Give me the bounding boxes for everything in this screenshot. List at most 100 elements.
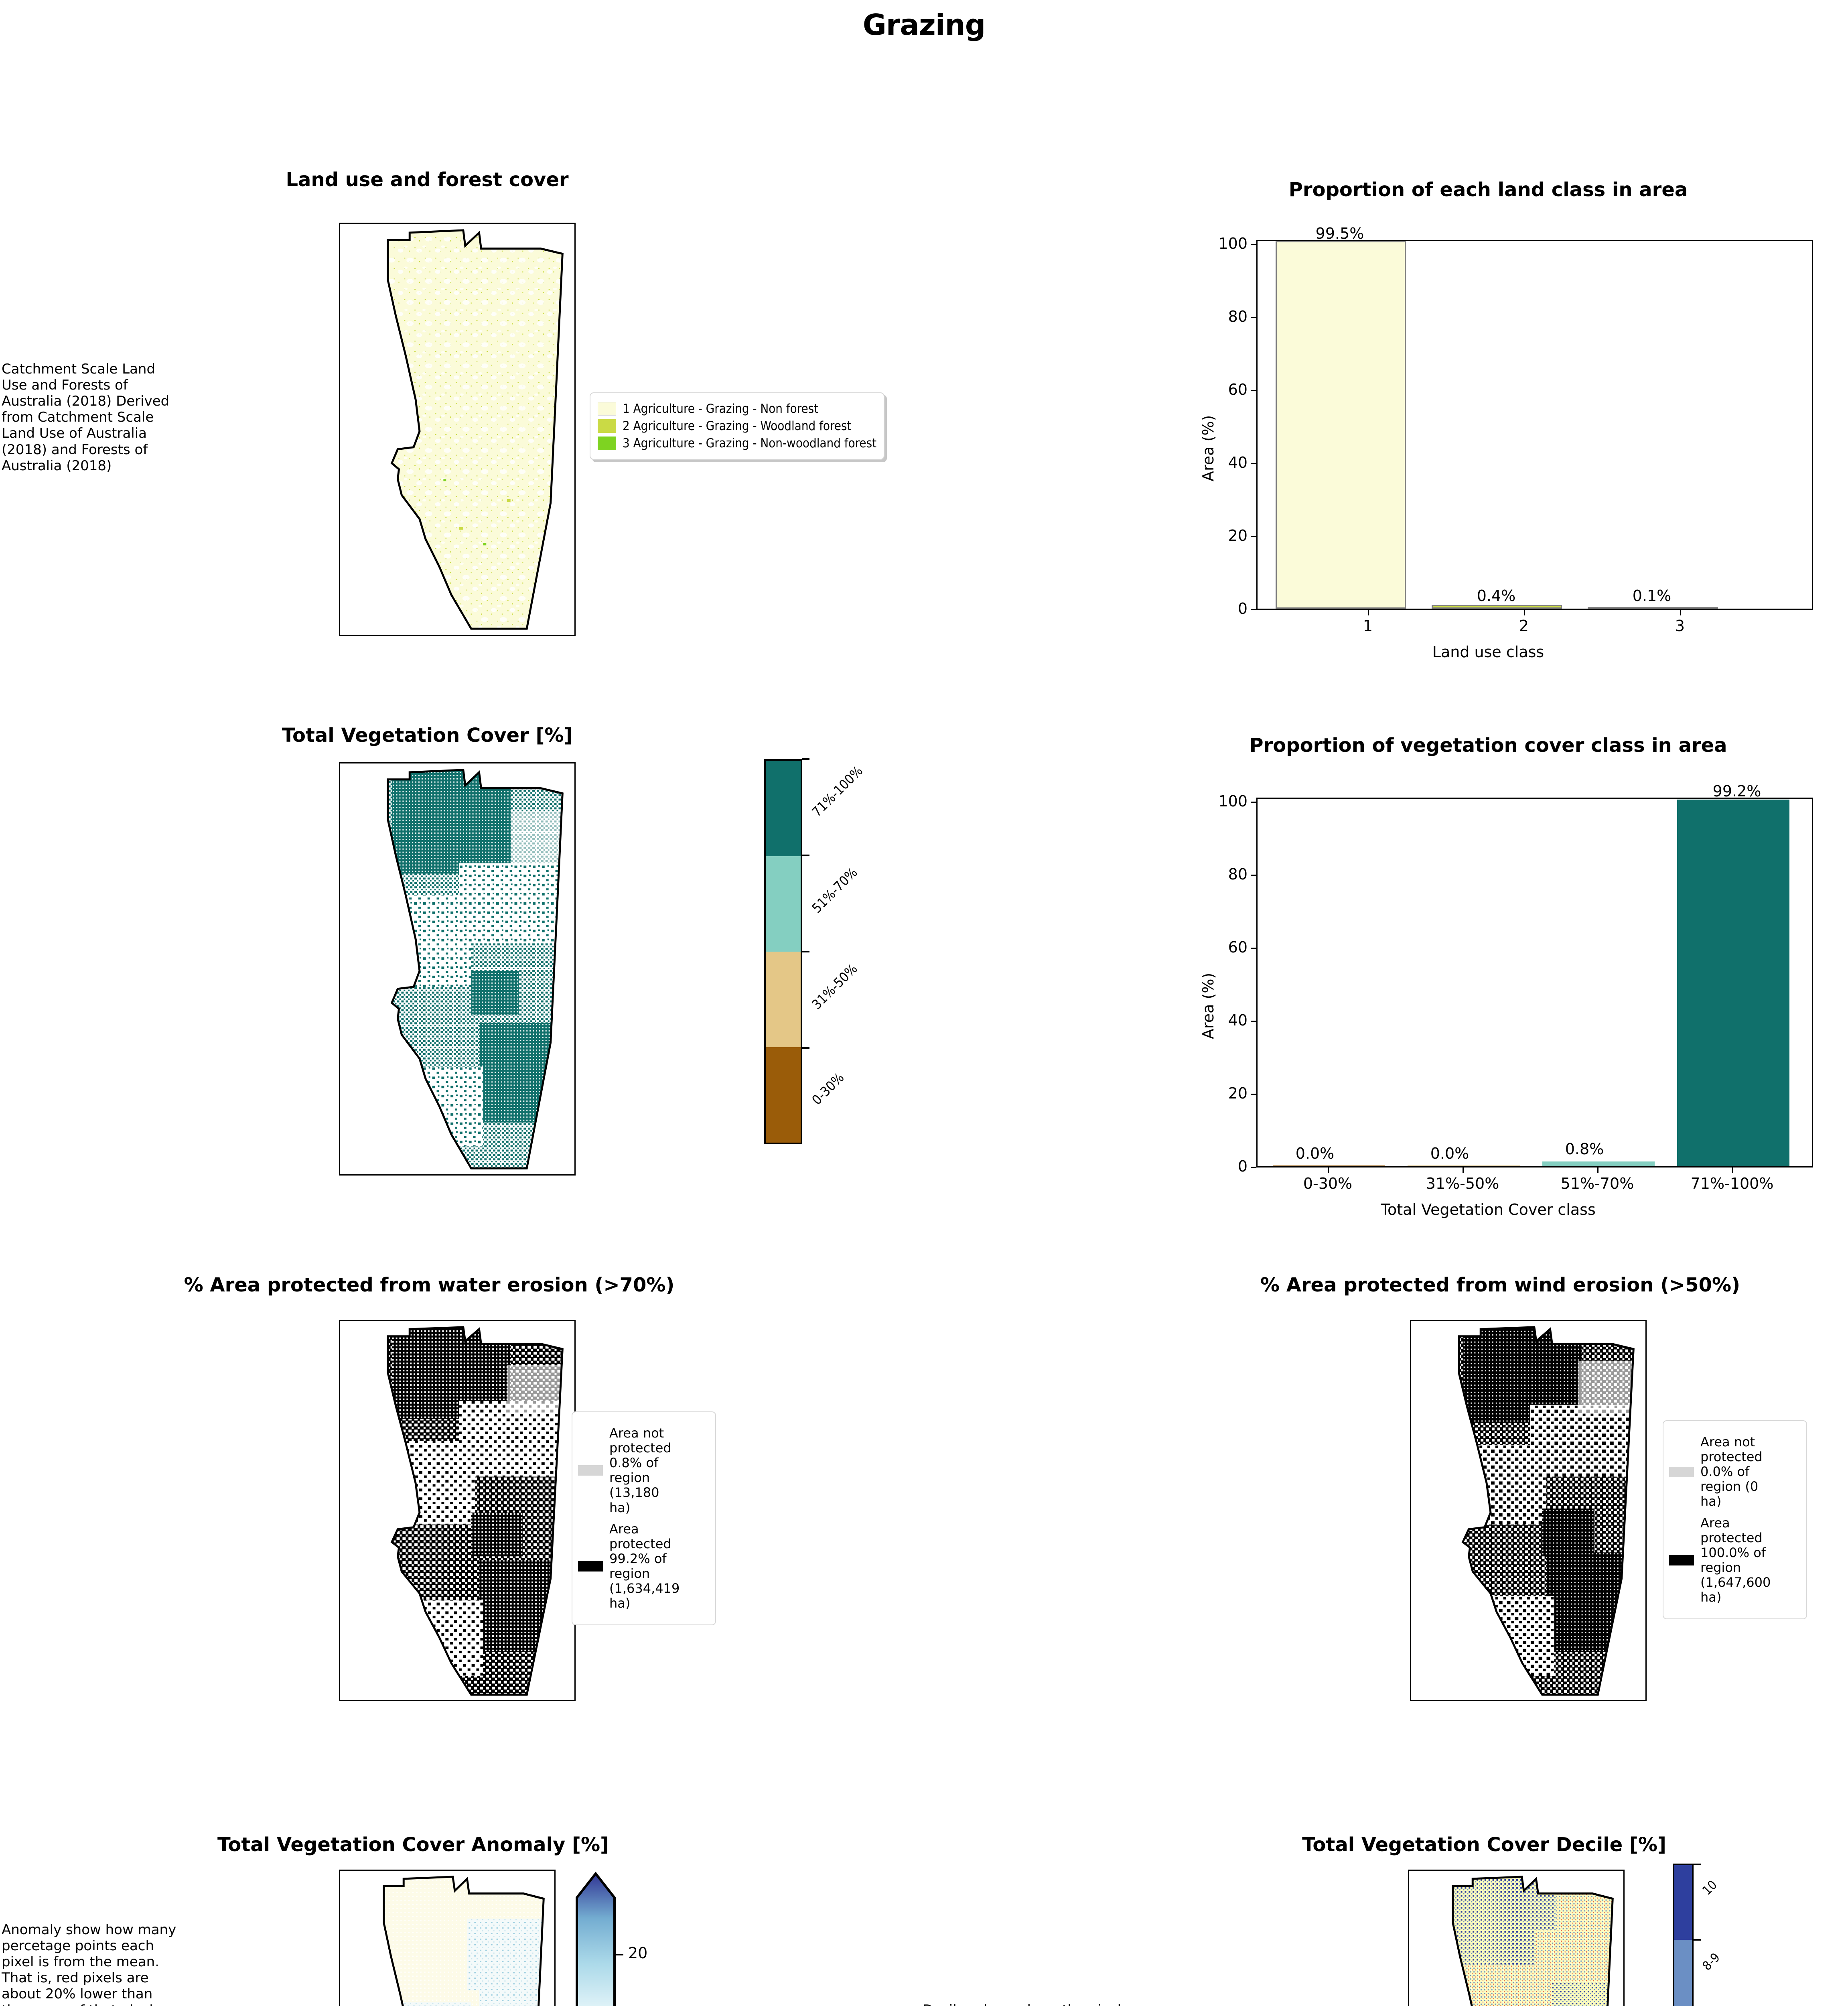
chart1-bar-3[interactable] bbox=[1588, 607, 1718, 609]
wind-erosion-map-graphic bbox=[1458, 1326, 1635, 1696]
label-protected: Area protected 100.0% of region (1,647,6… bbox=[1700, 1515, 1771, 1605]
anomaly-tick-20: 20 bbox=[628, 1944, 648, 1962]
swatch-protected bbox=[1669, 1555, 1694, 1565]
chart1-xtick: 2 bbox=[1519, 617, 1529, 635]
chart1-xtick: 3 bbox=[1675, 617, 1685, 635]
wind-erosion-map[interactable] bbox=[1410, 1320, 1647, 1701]
chart1-ytick: 60 bbox=[1228, 381, 1248, 398]
water-erosion-legend: Area not protected 0.8% of region (13,18… bbox=[572, 1411, 716, 1626]
legend-item: 1 Agriculture - Grazing - Non forest bbox=[598, 402, 876, 416]
legend-swatch-class2 bbox=[598, 419, 616, 433]
chart2-bar-51-70[interactable] bbox=[1542, 1161, 1655, 1166]
chart2-plot-area bbox=[1256, 798, 1813, 1167]
legend-item: 3 Agriculture - Grazing - Non-woodland f… bbox=[598, 436, 876, 451]
chart2-xlabel: Total Vegetation Cover class bbox=[1381, 1201, 1596, 1218]
chart1-bar-2[interactable] bbox=[1432, 605, 1562, 609]
label-not-protected: Area not protected 0.0% of region (0 ha) bbox=[1700, 1434, 1763, 1509]
chart1-ytick: 20 bbox=[1228, 527, 1248, 544]
legend-label-class2: 2 Agriculture - Grazing - Woodland fores… bbox=[623, 419, 852, 433]
cbar-seg-8-9 bbox=[1674, 1940, 1692, 2006]
anomaly-colorbar: 20 10 0 −10 −20 bbox=[574, 1862, 706, 2006]
chart1-ytick: 40 bbox=[1228, 454, 1248, 471]
decile-map[interactable] bbox=[1408, 1870, 1625, 2006]
land-use-legend: 1 Agriculture - Grazing - Non forest 2 A… bbox=[590, 392, 885, 460]
legend-label-class1: 1 Agriculture - Grazing - Non forest bbox=[623, 402, 819, 416]
land-use-map-graphic bbox=[387, 229, 564, 630]
anomaly-map-graphic bbox=[383, 1876, 545, 2006]
veg-cbar-label-31-50: 31%-50% bbox=[809, 960, 860, 1013]
legend-swatch-class3 bbox=[598, 437, 616, 450]
decile-map-graphic bbox=[1452, 1876, 1614, 2006]
anomaly-colorbar-graphic bbox=[576, 1872, 616, 2006]
chart2-ytick: 20 bbox=[1228, 1084, 1248, 1102]
chart1-bar-label-1: 99.5% bbox=[1315, 225, 1364, 242]
chart1-bar-label-3: 0.1% bbox=[1632, 587, 1672, 605]
chart2-xtick: 51%-70% bbox=[1560, 1175, 1634, 1192]
cbar-seg-51-70 bbox=[766, 856, 801, 952]
chart2-ytick: 60 bbox=[1228, 938, 1248, 956]
veg-cbar-label-0-30: 0-30% bbox=[809, 1070, 847, 1108]
decile-cbar-label-8-9: 8-9 bbox=[1700, 1950, 1723, 1974]
veg-cover-map[interactable] bbox=[339, 762, 576, 1176]
chart2-ytick: 40 bbox=[1228, 1011, 1248, 1029]
water-erosion-map-title: % Area protected from water erosion (>70… bbox=[184, 1274, 675, 1296]
chart2-ytick: 0 bbox=[1237, 1157, 1248, 1175]
chart1-title: Proportion of each land class in area bbox=[1288, 179, 1688, 201]
water-erosion-map-graphic bbox=[387, 1326, 564, 1696]
chart1-bar-1[interactable] bbox=[1276, 241, 1406, 609]
anomaly-map[interactable] bbox=[339, 1870, 556, 2006]
decile-note: Deciles show where the pixel value lies … bbox=[923, 2002, 1131, 2006]
chart2-ytick: 80 bbox=[1228, 865, 1248, 883]
cbar-seg-31-50 bbox=[766, 952, 801, 1047]
water-erosion-map[interactable] bbox=[339, 1320, 576, 1701]
veg-cbar-label-51-70: 51%-70% bbox=[809, 864, 860, 916]
chart2-bar-0-30[interactable] bbox=[1273, 1165, 1385, 1166]
veg-cover-proportion-chart: Proportion of vegetation cover class in … bbox=[1163, 726, 1813, 1228]
decile-cbar-label-10: 10 bbox=[1700, 1878, 1720, 1898]
wind-erosion-map-title: % Area protected from wind erosion (>50%… bbox=[1260, 1274, 1740, 1296]
veg-cover-map-title: Total Vegetation Cover [%] bbox=[282, 724, 573, 747]
chart2-bar-label-71-100: 99.2% bbox=[1712, 782, 1761, 800]
chart2-ytick: 100 bbox=[1218, 792, 1248, 810]
chart1-ytick: 80 bbox=[1228, 308, 1248, 325]
swatch-not-protected bbox=[578, 1465, 603, 1476]
chart2-xtick: 71%-100% bbox=[1690, 1175, 1774, 1192]
chart1-ylabel: Area (%) bbox=[1199, 415, 1217, 481]
cbar-seg-0-30 bbox=[766, 1047, 801, 1143]
legend-swatch-class1 bbox=[598, 402, 616, 416]
label-not-protected: Area not protected 0.8% of region (13,18… bbox=[609, 1425, 671, 1515]
land-use-source-note: Catchment Scale Land Use and Forests of … bbox=[2, 361, 170, 474]
anomaly-map-title: Total Vegetation Cover Anomaly [%] bbox=[217, 1833, 609, 1856]
swatch-not-protected bbox=[1669, 1466, 1694, 1477]
land-use-map-title: Land use and forest cover bbox=[286, 169, 569, 191]
legend-item-not-protected: Area not protected 0.0% of region (0 ha) bbox=[1669, 1434, 1801, 1509]
chart1-ytick: 100 bbox=[1218, 235, 1248, 252]
legend-item-protected: Area protected 99.2% of region (1,634,41… bbox=[578, 1521, 710, 1611]
page-title: Grazing bbox=[862, 8, 986, 42]
chart1-plot-area bbox=[1256, 240, 1813, 610]
cbar-seg-71-100 bbox=[766, 761, 801, 856]
chart1-xtick: 1 bbox=[1363, 617, 1373, 635]
land-use-map[interactable] bbox=[339, 223, 576, 636]
anomaly-note: Anomaly show how many percetage points e… bbox=[2, 1922, 176, 2006]
legend-item: 2 Agriculture - Grazing - Woodland fores… bbox=[598, 419, 876, 433]
veg-cover-colorbar bbox=[764, 759, 802, 1144]
legend-item-not-protected: Area not protected 0.8% of region (13,18… bbox=[578, 1425, 710, 1515]
chart2-bar-31-50[interactable] bbox=[1408, 1165, 1520, 1166]
chart1-xlabel: Land use class bbox=[1432, 643, 1544, 661]
cbar-seg-10 bbox=[1674, 1865, 1692, 1940]
swatch-protected bbox=[578, 1561, 603, 1572]
decile-map-title: Total Vegetation Cover Decile [%] bbox=[1302, 1833, 1666, 1856]
chart2-xtick: 31%-50% bbox=[1426, 1175, 1499, 1192]
chart2-ylabel: Area (%) bbox=[1199, 973, 1217, 1039]
legend-item-protected: Area protected 100.0% of region (1,647,6… bbox=[1669, 1515, 1801, 1605]
chart2-xtick: 0-30% bbox=[1303, 1175, 1353, 1192]
chart1-bar-label-2: 0.4% bbox=[1477, 587, 1516, 605]
wind-erosion-legend: Area not protected 0.0% of region (0 ha)… bbox=[1663, 1420, 1807, 1620]
chart2-bar-71-100[interactable] bbox=[1677, 800, 1789, 1166]
decile-colorbar bbox=[1673, 1864, 1694, 2006]
veg-cbar-label-71-100: 71%-100% bbox=[809, 763, 866, 820]
chart2-bar-label-0-30: 0.0% bbox=[1295, 1145, 1335, 1162]
land-use-proportion-chart: Proportion of each land class in area Ar… bbox=[1163, 169, 1813, 670]
chart2-title: Proportion of vegetation cover class in … bbox=[1249, 734, 1727, 757]
